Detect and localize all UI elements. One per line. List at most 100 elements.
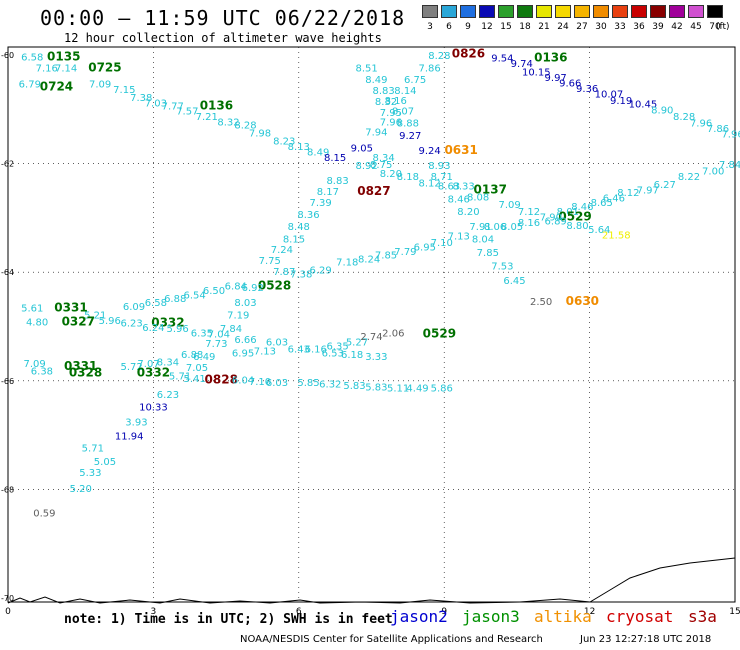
wave-height-value: 6.35: [191, 328, 213, 339]
wave-height-value: 10.45: [629, 100, 658, 111]
legend-label: 33: [614, 22, 626, 32]
legend-swatch: [441, 5, 457, 18]
wave-height-value: 8.32: [217, 118, 239, 129]
wave-height-value: 7.04: [208, 329, 230, 340]
wave-height-value: 8.17: [317, 187, 339, 198]
wave-height-value: 6.84: [225, 282, 247, 293]
wave-height-value: 5.83: [343, 381, 365, 392]
wave-height-value: 6.49: [193, 352, 215, 363]
wave-height-value: 5.71: [82, 443, 104, 454]
legend-swatch: [612, 5, 628, 18]
legend-swatch: [460, 5, 476, 18]
wave-height-value: 8.65: [591, 198, 613, 209]
wave-height-value: 8.93: [428, 161, 450, 172]
pass-time-label: 0332: [151, 316, 184, 330]
legend-label: 12: [481, 22, 493, 32]
wave-height-value: 8.46: [571, 202, 593, 213]
legend-label: 18: [519, 22, 531, 32]
wave-height-value: 6.53: [322, 348, 344, 359]
legend-label: 15: [500, 22, 512, 32]
legend-swatch: [555, 5, 571, 18]
wave-height-value: 2.50: [530, 297, 552, 308]
legend-label: 42: [671, 22, 683, 32]
legend-swatch: [650, 5, 666, 18]
wave-height-value: 8.16: [385, 96, 407, 107]
wave-height-value: 8.03: [234, 298, 256, 309]
wave-height-value: 6.45: [503, 276, 525, 287]
wave-height-value: 5.05: [94, 457, 116, 468]
wave-height-value: 8.92: [356, 161, 378, 172]
pass-time-label: 0327: [62, 314, 95, 328]
wave-height-value: 6.09: [123, 302, 145, 313]
wave-height-value: 6.16: [305, 345, 327, 356]
wave-height-value: 8.12: [617, 188, 639, 199]
wave-height-value: 8.28: [673, 112, 695, 123]
legend-label: 3: [427, 22, 433, 32]
wave-height-value: 5.27: [346, 338, 368, 349]
wave-height-value: 7.05: [186, 363, 208, 374]
wave-height-value: 5.86: [431, 384, 453, 395]
wave-height-value: 7.85: [477, 248, 499, 259]
wave-height-value: 8.18: [397, 172, 419, 183]
wave-height-value: 8.48: [288, 222, 310, 233]
y-tick-label: -60: [1, 51, 14, 60]
legend-unit: (ft): [716, 22, 730, 32]
wave-height-value: 7.24: [271, 245, 293, 256]
wave-height-value: 8.15: [324, 153, 346, 164]
wave-height-value: 6.58: [145, 298, 167, 309]
wave-height-value: 5.96: [99, 316, 121, 327]
pass-time-label: 0826: [452, 47, 485, 61]
wave-height-value: 6.66: [234, 335, 256, 346]
wave-height-value: 7.12: [518, 207, 540, 218]
legend-swatch: [479, 5, 495, 18]
wave-height-value: 7.10: [249, 377, 271, 388]
legend-swatch: [422, 5, 438, 18]
wave-height-value: 8.90: [651, 106, 673, 117]
wave-height-value: 9.19: [610, 96, 632, 107]
wave-height-value: 7.09: [24, 359, 46, 370]
wave-height-value: 6.95: [232, 348, 254, 359]
wave-height-value: 8.15: [283, 234, 305, 245]
pass-time-label: 0630: [566, 294, 599, 308]
wave-height-value: 10.07: [595, 89, 624, 100]
y-tick-label: -70: [1, 594, 14, 603]
wave-height-value: 6.03: [266, 338, 288, 349]
map-subtitle: 12 hour collection of altimeter wave hei…: [64, 31, 382, 45]
wave-height-value: 7.38: [130, 93, 152, 104]
legend-swatch: [631, 5, 647, 18]
legend-label: 36: [633, 22, 645, 32]
wave-height-value: 8.32: [375, 97, 397, 108]
wave-height-value: 9.36: [576, 84, 598, 95]
y-tick-label: -68: [1, 485, 14, 494]
wave-height-value: 9.74: [511, 59, 533, 70]
x-tick-label: 3: [151, 607, 157, 617]
wave-height-value: 6.50: [203, 286, 225, 297]
wave-height-value: 7.15: [113, 85, 135, 96]
wave-height-value: 7.00: [702, 166, 724, 177]
legend-swatch: [574, 5, 590, 18]
pass-time-label: 0724: [40, 79, 73, 93]
wave-height-value: 5.72: [120, 362, 142, 373]
wave-height-value: 7.07: [137, 359, 159, 370]
pass-time-label: 0529: [423, 326, 456, 340]
footer-note: note: 1) Time is in UTC; 2) SWH is in fe…: [64, 612, 393, 627]
wave-height-value: 8.20: [457, 207, 479, 218]
wave-height-value: 7.38: [290, 270, 312, 281]
wave-height-value: 6.89: [545, 216, 567, 227]
y-tick-label: -62: [1, 160, 14, 169]
wave-height-value: 4.80: [26, 317, 48, 328]
wave-height-value: 7.96: [721, 130, 740, 141]
wave-height-value: 11.94: [115, 431, 144, 442]
wave-height-value: 6.18: [341, 350, 363, 361]
wave-height-value: 21.58: [602, 231, 631, 242]
wave-height-value: 7.90: [540, 213, 562, 224]
wave-height-value: 7.79: [394, 247, 416, 258]
legend-label: 70: [709, 22, 721, 32]
wave-height-value: 6.35: [326, 341, 348, 352]
x-tick-label: 15: [729, 607, 740, 617]
wave-height-value: 8.49: [307, 147, 329, 158]
wave-height-value: 8.80: [566, 221, 588, 232]
wave-height-value: 7.21: [196, 112, 218, 123]
wave-height-value: 5.83: [365, 383, 387, 394]
wave-height-value: 8.49: [365, 75, 387, 86]
